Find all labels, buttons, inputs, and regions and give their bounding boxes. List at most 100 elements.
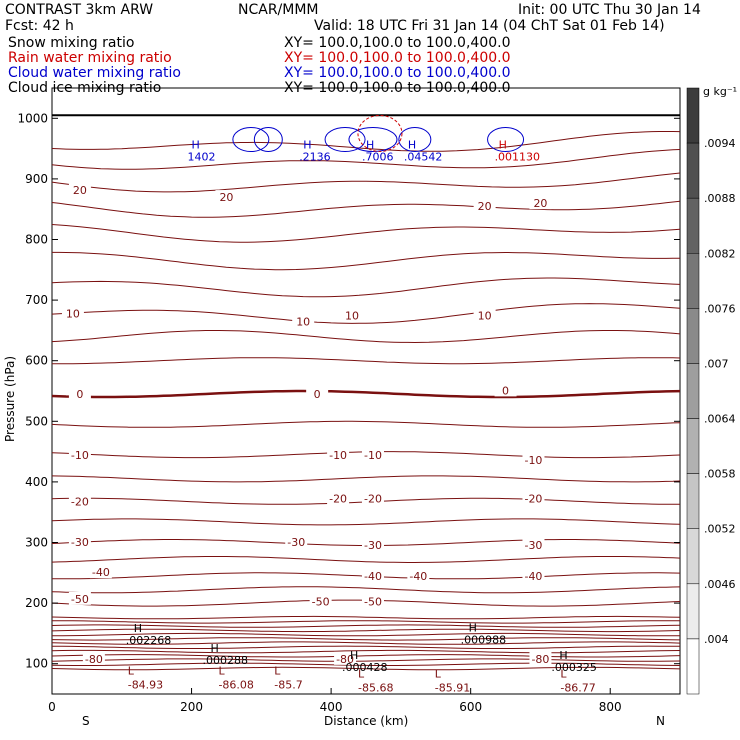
temperature-contour-line: [51, 149, 681, 170]
colorbar-tick-label: .0064: [704, 413, 736, 426]
legend-item-xy: XY= 100.0,100.0 to 100.0,400.0: [284, 35, 511, 51]
minimum-marker: L: [218, 665, 225, 678]
temperature-contour-line: [52, 357, 681, 365]
colorbar-tick-label: .0058: [704, 468, 736, 481]
cloud-water-contour: [398, 127, 432, 153]
surface-maximum-marker: H: [366, 139, 374, 152]
maximum-value: .000988: [461, 634, 507, 647]
y-axis-title: Pressure (hPa): [3, 356, 17, 442]
contour-label: -30: [524, 539, 542, 552]
maximum-value: .002268: [126, 634, 172, 647]
contour-label: -50: [364, 595, 382, 608]
contour-label-bg: [361, 568, 384, 582]
contour-label: -30: [364, 539, 382, 552]
surface-maximum-value: .2136: [299, 151, 331, 164]
maximum-value: .000288: [202, 654, 248, 667]
upper-contour-line: [51, 632, 681, 637]
y-tick-label: 200: [25, 596, 48, 610]
contour-label-bg: [89, 565, 112, 579]
legend: Snow mixing ratio XY= 100.0,100.0 to 100.…: [8, 35, 511, 96]
upper-contour-line: [51, 645, 681, 649]
minimum-marker: L: [128, 665, 135, 678]
contour-label-bg: [306, 387, 329, 401]
contour-label-bg: [529, 651, 552, 665]
contour-label-bg: [361, 537, 384, 551]
temperature-contour-line: [51, 586, 681, 594]
upper-contour-line: [52, 620, 680, 624]
contour-label: -40: [92, 566, 110, 579]
org-label: NCAR/MMM: [238, 2, 319, 18]
contour-label: -80: [531, 653, 549, 666]
contour-label: -40: [409, 570, 427, 583]
temperature-contour-line: [51, 277, 681, 298]
contour-label-bg: [68, 534, 91, 548]
cloud-water-contour: [232, 127, 270, 153]
minimum-marker: L: [358, 668, 365, 681]
contour-label: 0: [314, 388, 321, 401]
upper-contour-line: [51, 649, 681, 654]
contour-label: -80: [336, 653, 354, 666]
surface-maximum-value: .7006: [362, 151, 394, 164]
contour-label-bg: [292, 314, 315, 328]
surface-maximum-value: .001130: [495, 151, 540, 164]
contour-label: 0: [502, 384, 509, 397]
contour-label-bg: [522, 491, 545, 505]
forecast-hour: Fcst: 42 h: [5, 18, 74, 34]
y-tick-label: 600: [25, 354, 48, 368]
colorbar-tick-label: .004: [704, 633, 729, 646]
contour-label-bg: [473, 199, 496, 213]
surface-maximum-value: 1402: [188, 151, 216, 164]
contour-label: -40: [524, 570, 542, 583]
valid-time: Valid: 18 UTC Fri 31 Jan 14 (04 ChT Sat …: [314, 18, 665, 34]
minimum-value: -85.68: [358, 682, 393, 695]
colorbar-tick-label: .0076: [704, 302, 736, 315]
x-tick-label: 200: [180, 700, 203, 714]
colorbar-segment: [686, 363, 700, 419]
contour-label: 0: [76, 388, 83, 401]
contour-label: -30: [71, 536, 89, 549]
contour-label: -30: [287, 536, 305, 549]
colorbar-segment: [686, 583, 700, 640]
colorbar-tick-label: .007: [704, 357, 729, 370]
temperature-contour-line: [51, 330, 681, 344]
y-tick-label: 800: [25, 233, 48, 247]
y-tick-label: 1000: [17, 111, 48, 125]
surface-maximum-marker: H: [192, 139, 200, 152]
contour-label: -20: [329, 492, 347, 505]
colorbar-segment: [686, 308, 700, 364]
contour-label-bg: [361, 594, 384, 608]
contour-label: -40: [364, 570, 382, 583]
y-tick-label: 100: [25, 657, 48, 671]
surface-maximum-marker: H: [499, 139, 507, 152]
contour-label-bg: [522, 568, 545, 582]
colorbar-segment: [686, 528, 700, 585]
y-tick-label: 400: [25, 475, 48, 489]
contour-label-bg: [68, 591, 91, 605]
minimum-marker: L: [560, 668, 567, 681]
contour-label-bg: [494, 383, 517, 397]
colorbar-segment: [686, 142, 700, 199]
legend-item-xy: XY= 100.0,100.0 to 100.0,400.0: [284, 50, 511, 66]
colorbar: .0094 .0088 .0082 .0076 .007 .0064 .0058 .0052.…: [686, 87, 736, 695]
contour-label-bg: [61, 306, 84, 320]
colorbar-segment: [686, 638, 700, 695]
contour-label: -20: [364, 492, 382, 505]
contour-label: -10: [71, 449, 89, 462]
surface-maximum-marker: H: [303, 139, 311, 152]
maximum-marker: H: [210, 642, 218, 655]
cloud-water-contour: [324, 127, 366, 153]
contour-label-bg: [407, 568, 430, 582]
contour-label-bg: [529, 196, 552, 210]
contour-label-bg: [473, 308, 496, 322]
contour-label-bg: [327, 448, 350, 462]
legend-item-xy: XY= 100.0,100.0 to 100.0,400.0: [284, 65, 511, 81]
colorbar-tick-label: .0094: [704, 137, 736, 150]
contour-label-bg: [522, 537, 545, 551]
minimum-value: -85.91: [435, 682, 470, 695]
contour-label: 10: [66, 307, 80, 320]
colorbar-segment: [686, 418, 700, 474]
temperature-contour-line: [51, 172, 681, 193]
contour-label-bg: [522, 453, 545, 467]
